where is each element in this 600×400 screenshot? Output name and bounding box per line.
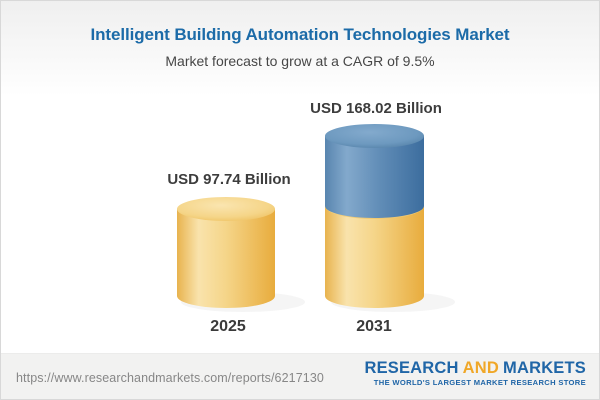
report-url: https://www.researchandmarkets.com/repor… [16,371,324,385]
category-label-2031: 2031 [356,318,392,335]
cylinder-2031 [325,124,424,308]
cylinder-2025-body [177,209,275,308]
header-gradient-background [1,1,599,96]
category-label-2025: 2025 [210,318,246,335]
value-label-2025: USD 97.74 Billion [167,171,291,188]
value-label-2031: USD 168.02 Billion [310,100,442,117]
logo-tagline: THE WORLD'S LARGEST MARKET RESEARCH STOR… [373,378,586,388]
page-subtitle: Market forecast to grow at a CAGR of 9.5… [165,53,435,69]
logo-word-markets: MARKETS [503,359,586,377]
page-title: Intelligent Building Automation Technolo… [90,25,510,44]
logo-wordmark: RESEARCH AND MARKETS [364,359,586,377]
cylinder-2031-growth-top [325,124,424,148]
logo-word-and: AND [462,359,500,377]
research-and-markets-logo: RESEARCH AND MARKETS THE WORLD'S LARGEST M… [364,359,586,387]
cylinder-2031-base-body [325,206,424,308]
footer-bar: https://www.researchandmarkets.com/repor… [1,353,599,399]
cylinder-2025-top [177,197,275,221]
cylinder-2025 [177,197,275,308]
logo-word-research: RESEARCH [364,359,459,377]
cylinder-2031-growth-body [325,136,424,218]
